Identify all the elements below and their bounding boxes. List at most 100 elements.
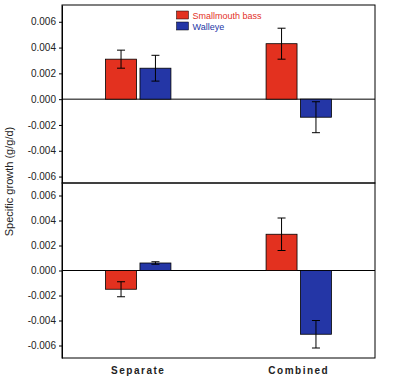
legend-swatch	[177, 22, 189, 30]
y-tick-label: 0.002	[31, 240, 56, 251]
y-tick-label: 0.000	[31, 265, 56, 276]
error-bar-cap	[151, 261, 159, 262]
error-bar-cap	[151, 264, 159, 265]
y-tick-mark	[59, 246, 62, 247]
legend-item: Walleye	[177, 22, 225, 32]
legend: Smallmouth bassWalleye	[177, 11, 263, 32]
y-tick-label: -0.002	[28, 120, 57, 131]
panel: -0.006 -0.004 -0.002 0.000 0.002 0.004 0.006 Se…	[28, 183, 375, 376]
y-tick-label: -0.006	[28, 340, 57, 351]
y-tick: 0.000	[31, 265, 62, 276]
error-bar-cap	[312, 320, 320, 321]
y-tick-label: -0.004	[28, 315, 57, 326]
y-axis-title: Specific growth (g/g/d)	[3, 127, 15, 236]
error-bar-cap	[151, 81, 159, 82]
x-axis: Separate Combined	[111, 365, 329, 376]
error-bar-cap	[278, 59, 286, 60]
legend-label: Smallmouth bass	[193, 11, 263, 21]
panel: -0.006 -0.004 -0.002 0.000 0.002 0.004 0.006 Sm…	[28, 5, 375, 184]
error-bar-stem	[315, 321, 316, 349]
error-bar-stem	[155, 55, 156, 81]
error-bar-cap	[151, 55, 159, 56]
y-tick-mark	[59, 271, 62, 272]
series	[140, 55, 331, 132]
y-tick-mark	[59, 48, 62, 49]
y-axis: -0.006 -0.004 -0.002 0.000 0.002 0.004 0.006	[28, 184, 63, 359]
legend-label: Walleye	[193, 22, 225, 32]
error-bar-cap	[278, 250, 286, 251]
error-bar	[151, 55, 159, 81]
y-tick-label: 0.002	[31, 68, 56, 79]
y-tick-mark	[59, 177, 62, 178]
y-axis: -0.006 -0.004 -0.002 0.000 0.002 0.004 0.006	[28, 6, 63, 184]
error-bar-cap	[117, 68, 125, 69]
error-bar	[117, 282, 125, 297]
error-bar-cap	[117, 296, 125, 297]
y-tick-mark	[59, 346, 62, 347]
y-tick-label: 0.000	[31, 94, 56, 105]
y-tick: -0.006	[28, 340, 62, 351]
error-bar	[151, 262, 159, 265]
y-tick-mark	[59, 221, 62, 222]
error-bar-stem	[121, 50, 122, 68]
legend-item: Smallmouth bass	[177, 11, 263, 21]
x-tick-label: Separate	[111, 365, 165, 376]
y-tick-label: -0.002	[28, 290, 57, 301]
error-bar-stem	[121, 282, 122, 297]
y-tick: 0.006	[31, 16, 62, 27]
error-bar-cap	[117, 50, 125, 51]
legend-swatch	[177, 11, 189, 19]
error-bar-cap	[312, 101, 320, 102]
y-tick-label: 0.004	[31, 42, 56, 53]
y-tick: 0.002	[31, 68, 62, 79]
x-tick: Combined	[268, 365, 329, 376]
y-tick-label: 0.006	[31, 16, 56, 27]
y-tick-mark	[59, 99, 62, 100]
series	[106, 218, 297, 297]
error-bar-cap	[312, 132, 320, 133]
error-bar-cap	[117, 281, 125, 282]
error-bar-stem	[281, 28, 282, 59]
y-tick-label: 0.004	[31, 215, 56, 226]
y-tick-label: 0.006	[31, 190, 56, 201]
y-tick-mark	[59, 73, 62, 74]
y-tick-mark	[59, 125, 62, 126]
error-bar	[117, 50, 125, 68]
error-bar	[278, 218, 286, 251]
plot-frame	[62, 5, 375, 183]
y-tick: -0.006	[28, 171, 62, 182]
error-bar-cap	[278, 28, 286, 29]
y-tick: -0.004	[28, 145, 62, 156]
error-bar-stem	[281, 218, 282, 251]
error-bar-cap	[312, 348, 320, 349]
y-tick: 0.002	[31, 240, 62, 251]
y-axis-line	[62, 6, 63, 184]
y-tick: -0.004	[28, 315, 62, 326]
y-tick-mark	[59, 296, 62, 297]
series	[106, 28, 297, 99]
y-tick-label: -0.004	[28, 145, 57, 156]
error-bar	[312, 321, 320, 349]
y-tick: 0.004	[31, 215, 62, 226]
y-tick-mark	[59, 196, 62, 197]
y-tick-label: -0.006	[28, 171, 57, 182]
y-tick: 0.000	[31, 94, 62, 105]
plot-frame	[62, 183, 375, 358]
y-tick: -0.002	[28, 290, 62, 301]
series	[140, 262, 331, 348]
y-tick-mark	[59, 321, 62, 322]
chart-svg: -0.006 -0.004 -0.002 0.000 0.002 0.004 0.006 Sm…	[0, 0, 400, 383]
bar	[140, 263, 171, 271]
y-tick-mark	[59, 151, 62, 152]
error-bar-stem	[315, 102, 316, 133]
y-tick: 0.004	[31, 42, 62, 53]
error-bar	[278, 28, 286, 59]
x-tick-label: Combined	[268, 365, 329, 376]
y-tick: -0.002	[28, 120, 62, 131]
y-tick: 0.006	[31, 190, 62, 201]
y-tick-mark	[59, 22, 62, 23]
error-bar	[312, 102, 320, 133]
error-bar-cap	[278, 218, 286, 219]
x-tick: Separate	[111, 365, 165, 376]
marks	[106, 218, 332, 348]
